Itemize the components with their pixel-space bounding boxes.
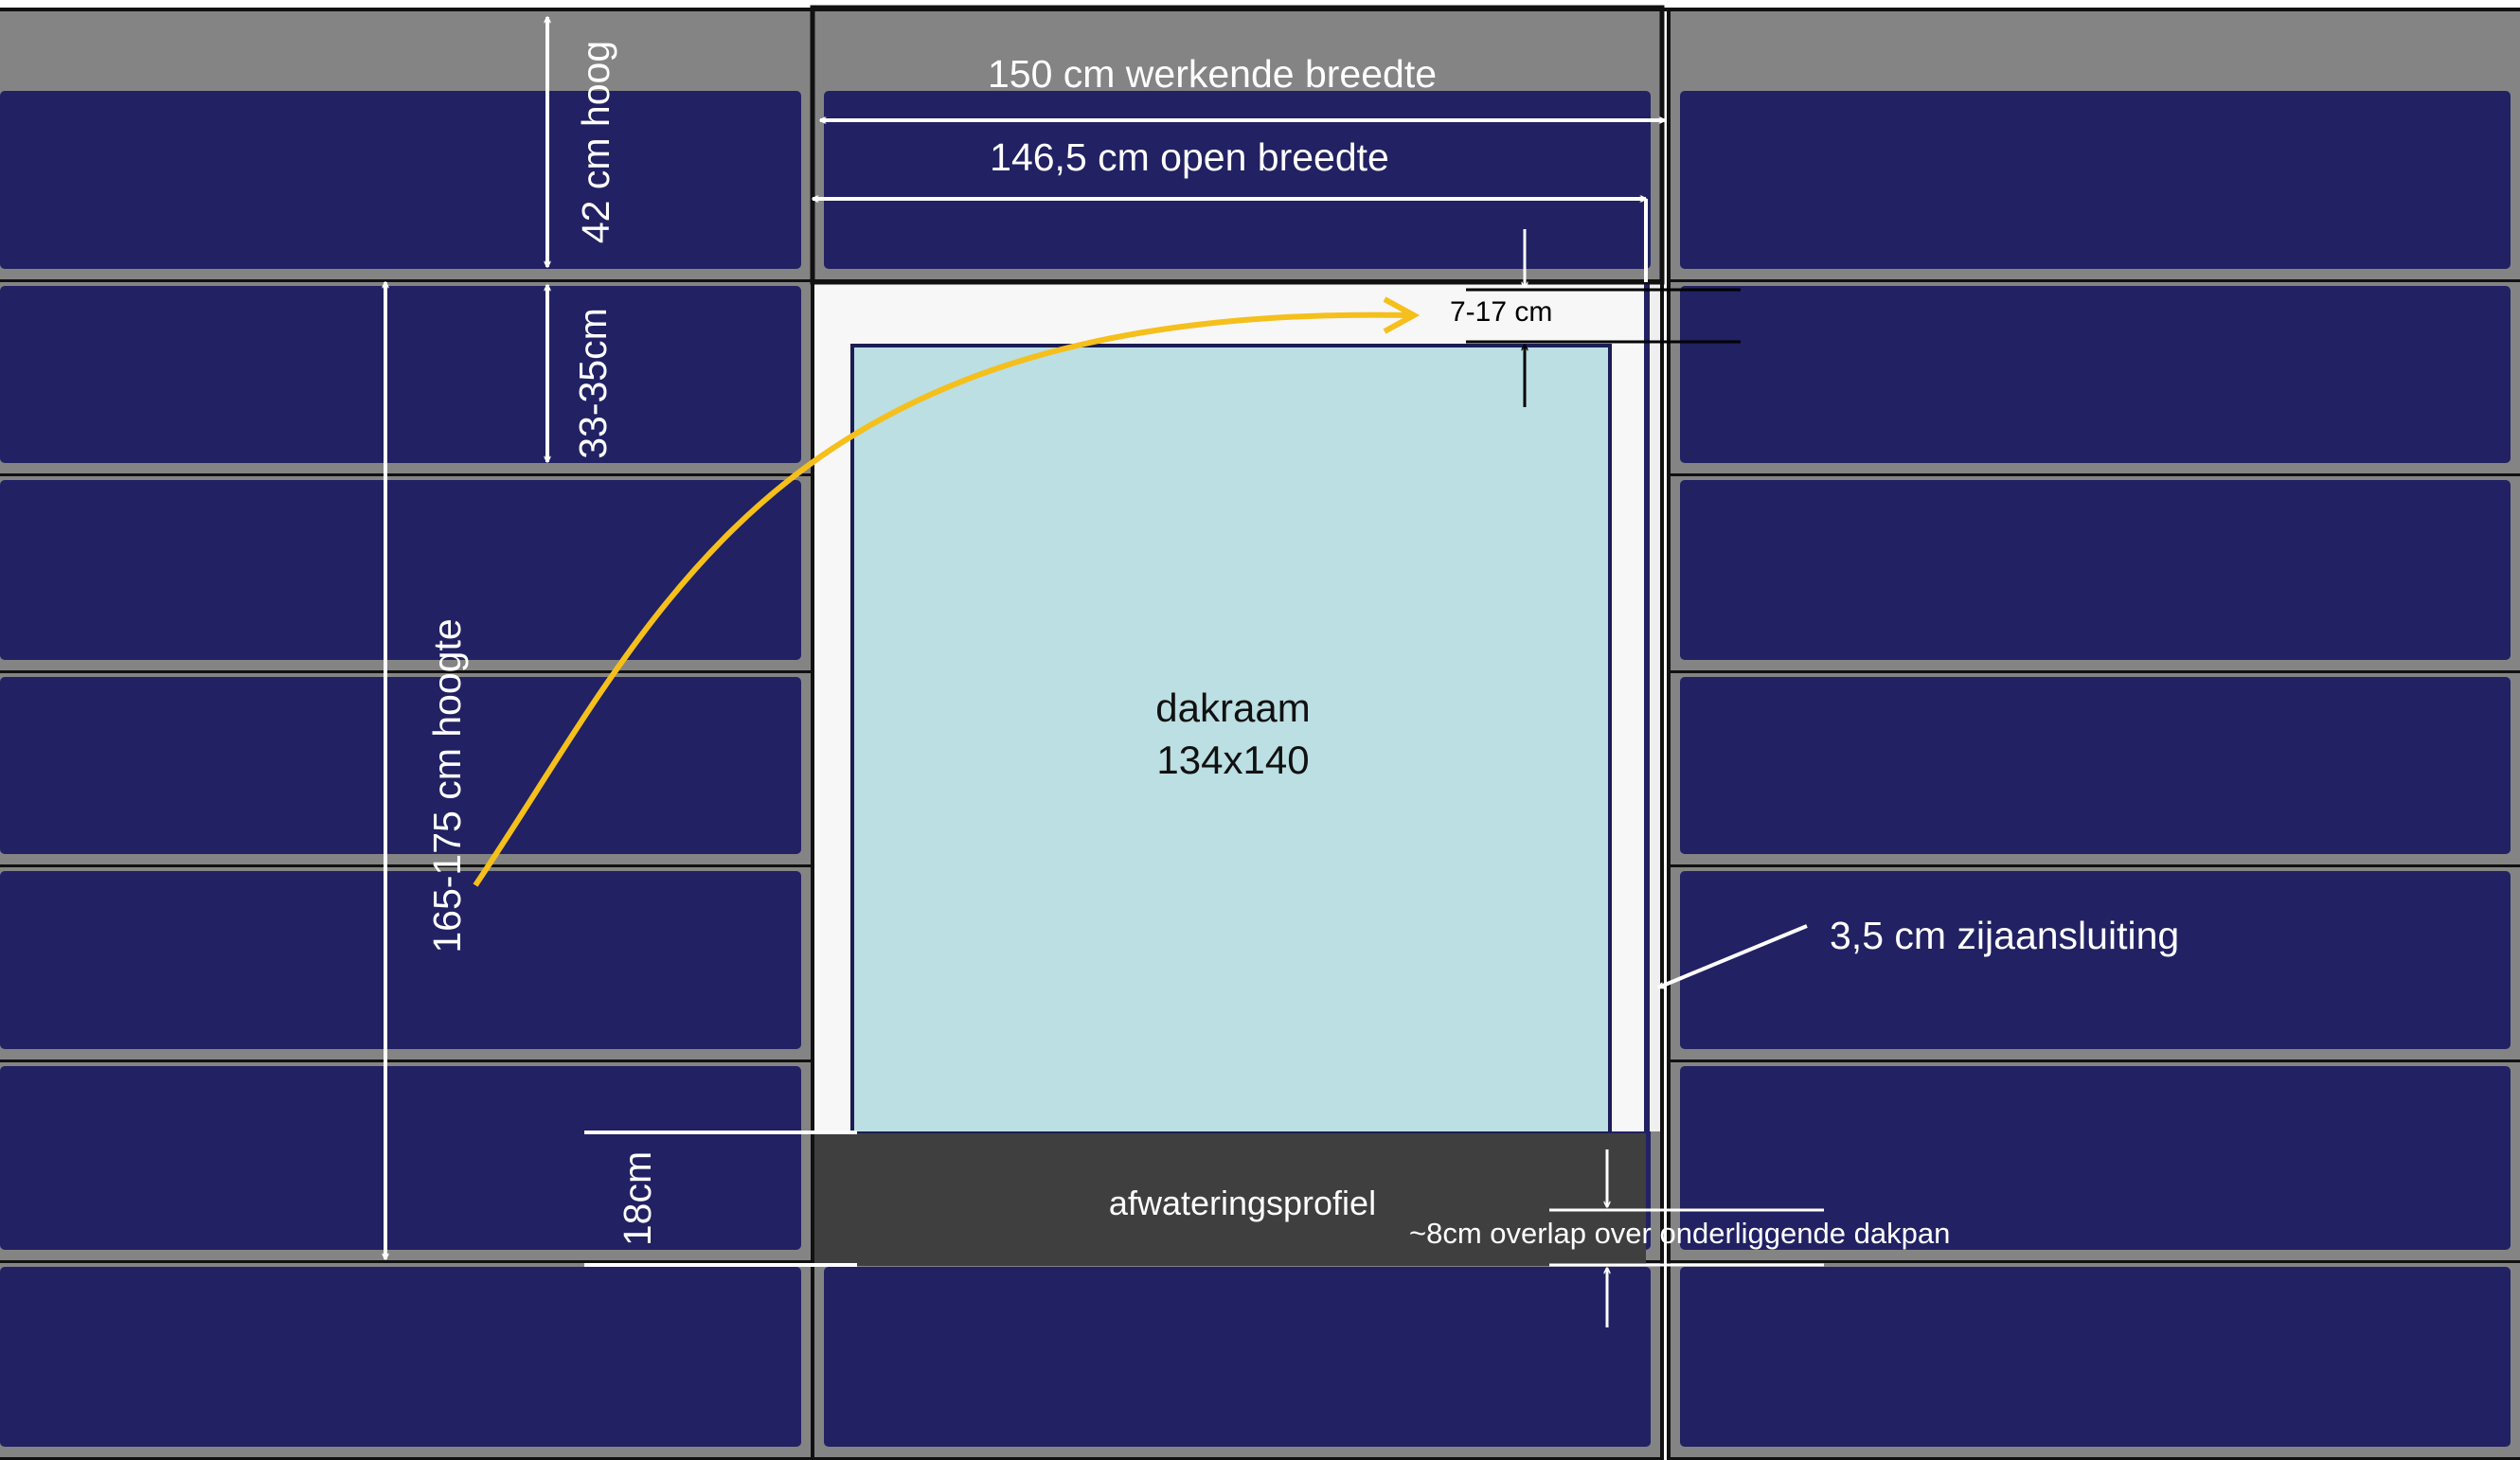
side-connection-flashing bbox=[1650, 282, 1663, 1131]
tile-row-line bbox=[1669, 670, 2520, 674]
side-connection-arrow bbox=[1658, 924, 1808, 989]
working-width-label: 150 cm werkende breedte bbox=[988, 52, 1437, 96]
overlap-label: ~8cm overlap over onderliggende dakpan bbox=[1409, 1217, 1950, 1250]
drain-height-label: 18cm bbox=[616, 1151, 659, 1246]
window-size-label: 134x140 bbox=[1156, 738, 1309, 782]
drainage-profile-label: afwateringsprofiel bbox=[1109, 1184, 1376, 1222]
tile-row-line bbox=[1669, 473, 2520, 477]
roof-tile bbox=[1680, 480, 2511, 660]
tile-row-line bbox=[1669, 1059, 2520, 1063]
roof-tile bbox=[1680, 286, 2511, 463]
roof-tile bbox=[0, 480, 801, 660]
curved-arrow bbox=[473, 312, 1412, 887]
batten-spacing-label: 33-35cm bbox=[571, 308, 615, 459]
roof-tile bbox=[0, 1267, 801, 1447]
top-gap-label: 7-17 cm bbox=[1450, 296, 1552, 328]
roof-tile bbox=[824, 1267, 1651, 1447]
tile-row-line bbox=[0, 279, 813, 283]
roof-tile bbox=[0, 286, 801, 463]
curved-arrow-head bbox=[1383, 296, 1421, 334]
roof-tile bbox=[0, 677, 801, 854]
roof-tile bbox=[1680, 1267, 2511, 1447]
roof-tile bbox=[824, 91, 1651, 269]
roof-tile bbox=[1680, 91, 2511, 269]
tile-row-line bbox=[813, 1457, 1662, 1460]
top-margin bbox=[0, 0, 2520, 9]
roof-tile bbox=[1680, 677, 2511, 854]
top-center-tile-outline bbox=[810, 5, 1665, 285]
tile-row-line bbox=[0, 1457, 813, 1460]
tile-row-line bbox=[0, 1059, 813, 1063]
tile-row-line bbox=[1669, 279, 2520, 283]
total-height-label: 165-175 cm hoogte bbox=[425, 618, 469, 953]
roof-tile bbox=[0, 871, 801, 1049]
roof-tile bbox=[0, 91, 801, 269]
roof-tile bbox=[1680, 871, 2511, 1049]
tile-row-line bbox=[1669, 1457, 2520, 1460]
tile-row-line bbox=[0, 473, 813, 477]
tile-row-line bbox=[0, 1260, 813, 1264]
tile-row-line bbox=[0, 670, 813, 674]
tile-row-line bbox=[1669, 864, 2520, 868]
roof-tile bbox=[1680, 1066, 2511, 1250]
open-width-label: 146,5 cm open breedte bbox=[990, 135, 1389, 179]
tile-height-label: 42 cm hoog bbox=[574, 41, 617, 243]
tile-row-line bbox=[0, 864, 813, 868]
window-label: dakraam bbox=[1155, 685, 1310, 730]
tile-row-line bbox=[1669, 1260, 2520, 1264]
side-connection-label: 3,5 cm zijaansluiting bbox=[1830, 914, 2179, 957]
drainage-profile bbox=[813, 1133, 1646, 1266]
roof-tile bbox=[0, 1066, 801, 1250]
